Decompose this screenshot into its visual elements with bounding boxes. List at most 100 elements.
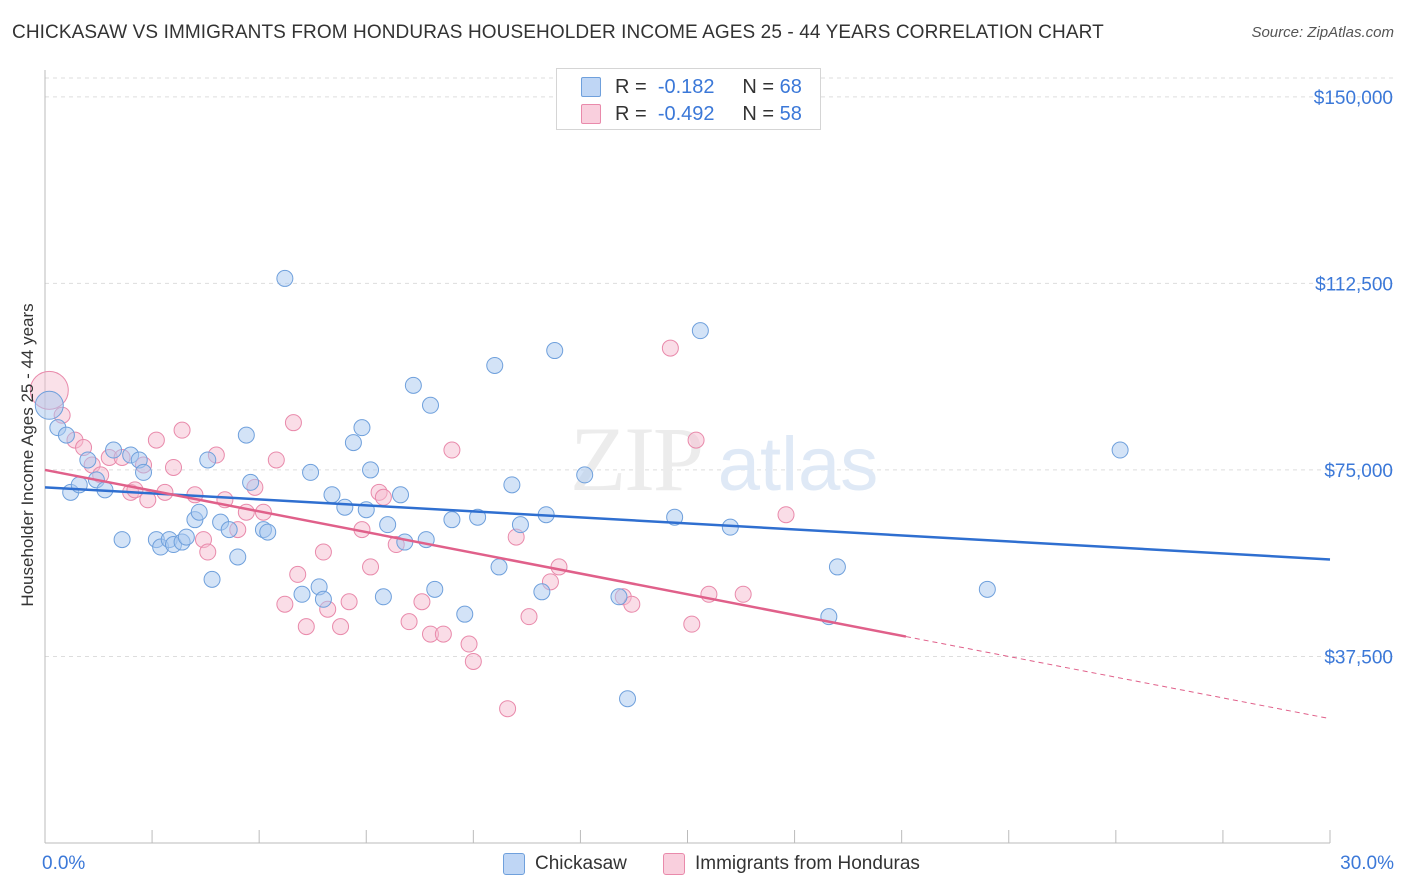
point-honduras (297, 618, 315, 636)
legend-r-value: -0.492 (657, 103, 715, 125)
point-chickasaw (619, 690, 637, 708)
point-chickasaw (374, 588, 392, 606)
point-chickasaw (978, 580, 996, 598)
legend-swatch-chickasaw (581, 77, 601, 97)
point-honduras (199, 543, 217, 561)
source-label: Source: ZipAtlas.com (1251, 24, 1394, 41)
point-honduras (443, 441, 461, 459)
point-chickasaw (135, 463, 153, 481)
point-honduras (499, 700, 517, 718)
point-honduras (434, 625, 452, 643)
point-chickasaw (396, 533, 414, 551)
point-chickasaw (237, 426, 255, 444)
point-chickasaw (105, 441, 123, 459)
watermark-zip: ZIP (570, 408, 702, 510)
legend-n-value: 68 (779, 76, 802, 98)
point-chickasaw (610, 588, 628, 606)
point-honduras (734, 585, 752, 603)
point-chickasaw (426, 580, 444, 598)
point-chickasaw (533, 583, 551, 601)
point-chickasaw (362, 461, 380, 479)
point-chickasaw (242, 473, 260, 491)
point-chickasaw (79, 451, 97, 469)
point-honduras (400, 613, 418, 631)
point-chickasaw (344, 434, 362, 452)
point-honduras (460, 635, 478, 653)
point-chickasaw (691, 322, 709, 340)
point-honduras (165, 458, 182, 476)
point-chickasaw (336, 498, 354, 516)
point-chickasaw (259, 523, 277, 541)
y-tick-label: $37,500 (1324, 647, 1393, 668)
point-chickasaw (503, 476, 521, 494)
legend-n-value: 58 (779, 103, 802, 125)
point-chickasaw (486, 356, 504, 374)
series-legend-label-chickasaw: Chickasaw (535, 853, 627, 874)
point-honduras (289, 565, 307, 583)
chart-title: CHICKASAW VS IMMIGRANTS FROM HONDURAS HO… (12, 22, 1104, 43)
point-chickasaw (190, 503, 208, 521)
point-chickasaw (229, 548, 247, 566)
point-chickasaw (511, 516, 529, 534)
axes (44, 70, 1331, 844)
legend-n-label: N = (742, 76, 775, 98)
point-chickasaw (57, 426, 75, 444)
legend-r-label: R = (615, 103, 647, 125)
series-honduras-points (29, 339, 795, 718)
trend-line-honduras-extension (905, 636, 1331, 720)
trend-lines (44, 468, 1331, 720)
point-chickasaw (199, 451, 217, 469)
point-chickasaw (443, 511, 461, 529)
point-honduras (147, 431, 165, 449)
watermark: ZIP atlas (570, 408, 878, 510)
point-honduras (139, 491, 157, 509)
point-chickasaw (113, 531, 131, 549)
point-honduras (550, 558, 568, 576)
point-chickasaw (293, 585, 311, 603)
point-honduras (340, 593, 358, 611)
series-legend-swatch-honduras (663, 853, 685, 875)
point-honduras (520, 608, 538, 626)
point-chickasaw (392, 486, 410, 504)
point-chickasaw (469, 508, 487, 526)
grid-lines (45, 77, 1395, 657)
point-chickasaw (422, 396, 439, 414)
series-chickasaw-points (34, 269, 1129, 708)
point-chickasaw (323, 486, 341, 504)
x-tick-label-min: 0.0% (42, 853, 85, 874)
point-honduras (413, 593, 431, 611)
legend-text-honduras: R = -0.492 N = 58 (615, 103, 802, 126)
legend-r-label: R = (615, 76, 647, 98)
point-chickasaw (177, 528, 195, 546)
point-chickasaw (302, 463, 320, 481)
legend-n-label: N = (742, 103, 775, 125)
point-chickasaw (456, 605, 474, 623)
point-chickasaw (490, 558, 508, 576)
y-tick-label: $75,000 (1324, 461, 1393, 482)
legend-text-chickasaw: R = -0.182 N = 68 (615, 76, 802, 99)
point-chickasaw (576, 466, 594, 484)
point-chickasaw (220, 521, 238, 539)
trend-line-chickasaw (44, 486, 1331, 561)
point-honduras (623, 595, 641, 613)
point-honduras (464, 652, 482, 670)
x-tick-label-max: 30.0% (1340, 853, 1394, 874)
y-tick-label: $150,000 (1314, 88, 1393, 109)
point-honduras (683, 615, 701, 633)
point-honduras (332, 618, 350, 636)
point-chickasaw (546, 342, 564, 360)
point-chickasaw (666, 508, 684, 526)
point-honduras (314, 543, 332, 561)
point-honduras (687, 431, 705, 449)
y-tick-label: $112,500 (1315, 274, 1393, 295)
point-chickasaw (379, 516, 397, 534)
watermark-atlas: atlas (718, 422, 879, 507)
point-honduras (777, 506, 795, 524)
legend-r-value: -0.182 (657, 76, 715, 98)
point-chickasaw (1111, 441, 1129, 459)
tick-labels: $37,500 $75,000 $112,500 $150,000 0.0% 30.0% (42, 88, 1394, 874)
correlation-legend: R = -0.182 N = 68 R = -0.492 N = 58 (556, 68, 821, 130)
series-legend-label-honduras: Immigrants from Honduras (695, 853, 920, 874)
point-honduras (374, 488, 392, 506)
